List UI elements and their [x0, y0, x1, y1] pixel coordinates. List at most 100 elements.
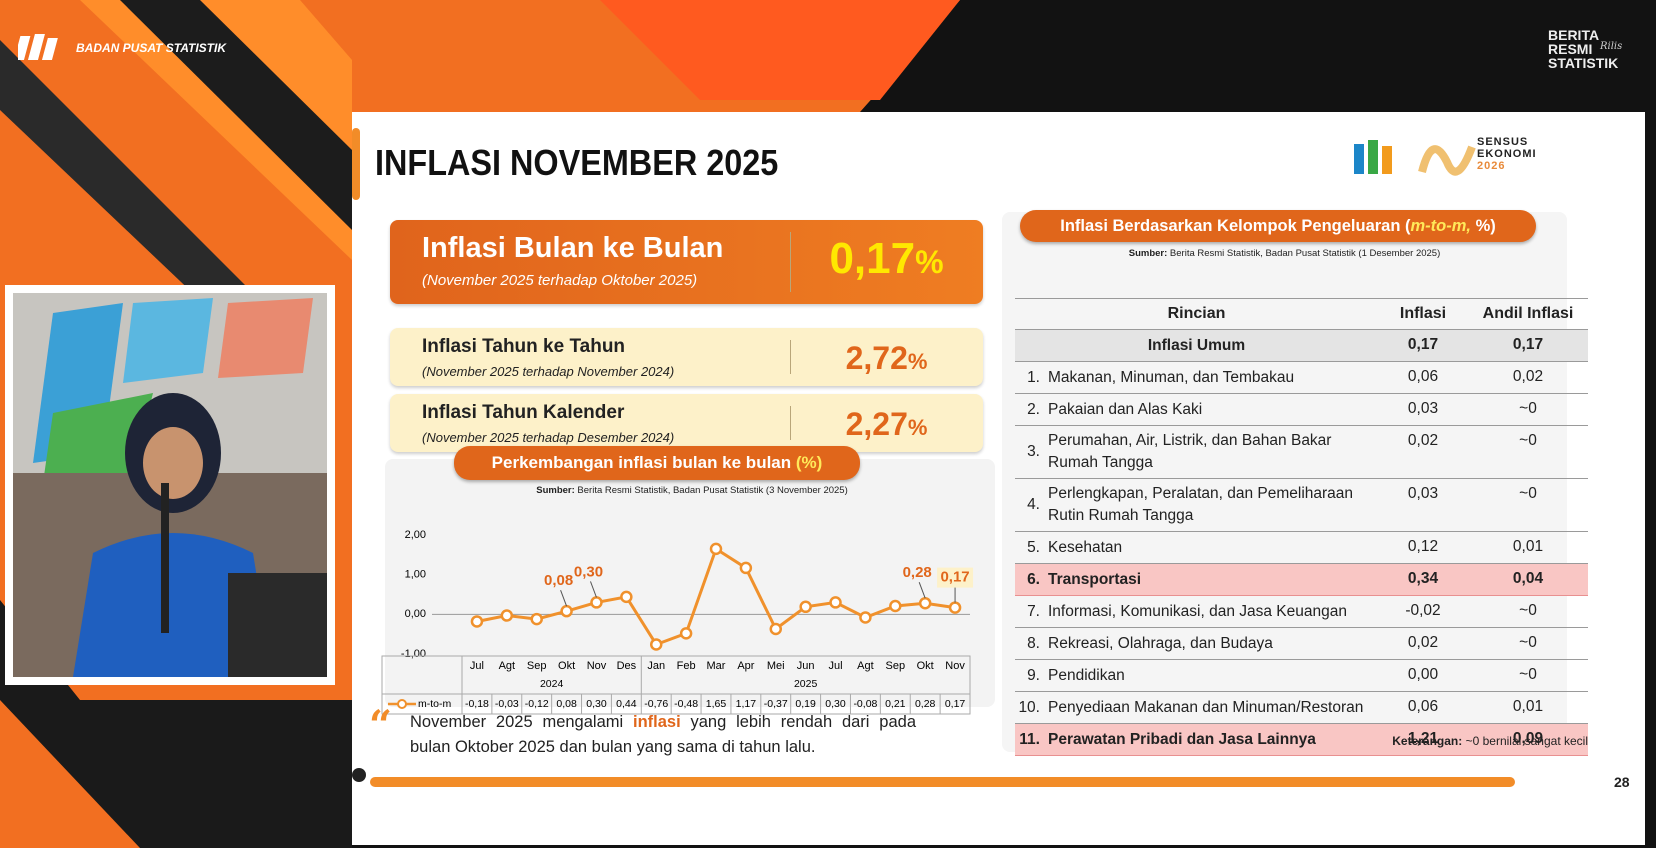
summary-label: Inflasi Bulan ke Bulan	[422, 232, 724, 264]
row-name: Informasi, Komunikasi, dan Jasa Keuangan	[1048, 602, 1347, 620]
chart-source: Sumber: Berita Resmi Statistik, Badan Pu…	[352, 485, 1032, 496]
summary-number: 2,72	[845, 340, 908, 376]
data-table-value: -0,37	[764, 698, 788, 710]
point	[649, 638, 663, 651]
point	[590, 596, 603, 609]
source-text: Berita Resmi Statistik, Badan Pusat Stat…	[1167, 248, 1441, 259]
row-name: Pendidikan	[1048, 666, 1125, 684]
x-tick-label: Sep	[527, 660, 547, 672]
row-number: 11.	[1019, 730, 1040, 748]
row-andil: ~0	[1519, 485, 1537, 502]
row-inflasi: 0,02	[1407, 432, 1439, 449]
row-andil: ~0	[1519, 400, 1537, 417]
label-bg	[937, 567, 974, 588]
row-number: 6.	[1027, 570, 1040, 588]
source-label: Sumber:	[536, 485, 575, 496]
row-inflasi: 0,06	[1407, 698, 1439, 715]
data-label: 0,17	[940, 569, 969, 586]
data-label: 0,28	[903, 564, 932, 581]
sensus-text: SENSUS EKONOMI 2026	[1477, 136, 1537, 172]
row-number: 7.	[1027, 602, 1040, 620]
slide-title: INFLASI NOVEMBER 2025	[375, 142, 779, 183]
x-tick-label: Jul	[470, 660, 484, 672]
summary-value: 0,17%	[790, 234, 983, 284]
data-table-value: 0,17	[945, 698, 966, 710]
table-title: Inflasi Berdasarkan Kelompok Pengeluaran…	[1020, 210, 1536, 242]
x-tick-label: Okt	[917, 660, 934, 672]
row-number: 9.	[1027, 666, 1040, 684]
row-name: Penyediaan Makanan dan Minuman/Restoran	[1048, 698, 1364, 716]
summary-period: (November 2025 terhadap Desember 2024)	[422, 430, 675, 445]
table-title-part: Inflasi Berdasarkan Kelompok Pengeluaran…	[1060, 217, 1411, 235]
row-name: Pakaian dan Alas Kaki	[1048, 400, 1203, 418]
point	[889, 599, 902, 613]
data-table-value: 1,65	[706, 698, 727, 710]
line-chart: 2,00 1,00 0,00 -1,00 Jul -0,18 Agt -0,03 Sep -0,1…	[381, 529, 974, 715]
x-tick-label: Jun	[797, 660, 815, 672]
row-name: Kesehatan	[1048, 538, 1123, 556]
note-label: Keterangan:	[1392, 734, 1463, 748]
row-andil: 0,01	[1512, 698, 1544, 715]
sensus-logo	[1354, 140, 1476, 176]
row-number: 5.	[1027, 538, 1040, 556]
data-table-value: -0,48	[674, 698, 698, 710]
series-line	[476, 546, 956, 647]
row-number: 1.	[1027, 368, 1040, 386]
label-leader	[560, 589, 568, 607]
summary-box: Inflasi Bulan ke Bulan (November 2025 ter…	[390, 220, 983, 304]
point	[799, 600, 812, 614]
table-row: 4. Perlengkapan, Peralatan, dan Pemelihar…	[1015, 479, 1588, 532]
summary-number: 2,27	[845, 406, 908, 442]
chart-title-text: Perkembangan inflasi bulan ke bulan	[491, 453, 796, 472]
data-table-value: -0,08	[853, 698, 877, 710]
row-andil: 0,09	[1512, 730, 1544, 747]
summary-divider	[790, 406, 791, 440]
data-label: 0,30	[574, 563, 603, 580]
row-number: 3.	[1027, 443, 1040, 460]
row-name: Makanan, Minuman, dan Tembakau	[1048, 368, 1295, 386]
webcam-image	[13, 293, 327, 677]
data-table-value: -0,76	[644, 698, 668, 710]
table-row: 10. Penyediaan Makanan dan Minuman/Restor…	[1015, 692, 1588, 724]
row-name: Perlengkapan, Peralatan, dan Pemeliharaa…	[1048, 485, 1354, 524]
point	[679, 627, 693, 640]
x-tick-label: Nov	[587, 660, 607, 672]
row-inflasi: 0,12	[1407, 538, 1439, 555]
row-inflasi: 0,03	[1407, 485, 1439, 502]
year-label: 2024	[540, 678, 564, 690]
data-table-value: 1,17	[736, 698, 757, 710]
row-andil: 0,01	[1512, 538, 1544, 555]
summary-unit: %	[907, 415, 928, 440]
table-row: 1. Makanan, Minuman, dan Tembakau 0,06 0,02	[1015, 362, 1588, 394]
y-tick-label: 0,00	[405, 608, 426, 620]
x-tick-label: Sep	[886, 660, 906, 672]
data-table-value: 0,30	[825, 698, 846, 710]
point	[709, 542, 723, 556]
table-card	[1002, 212, 1567, 752]
summary-box: Inflasi Tahun ke Tahun (November 2025 ter…	[390, 328, 983, 386]
data-table-value: 0,19	[795, 698, 816, 710]
point	[829, 596, 842, 609]
row-andil: ~0	[1519, 634, 1537, 651]
table-row: 9. Pendidikan 0,00 ~0	[1015, 660, 1588, 692]
row-name: Inflasi Umum	[1147, 336, 1246, 354]
quote-text: November 2025 mengalami	[410, 713, 633, 731]
point	[859, 611, 872, 624]
point	[500, 609, 514, 622]
row-andil: 0,04	[1512, 570, 1544, 587]
legend-marker	[397, 699, 407, 709]
row-number: 10.	[1018, 698, 1040, 716]
point	[918, 596, 932, 610]
row-name: Rekreasi, Olahraga, dan Budaya	[1048, 634, 1273, 652]
page-number: 28	[1614, 774, 1630, 790]
x-tick-label: Jul	[828, 660, 842, 672]
row-inflasi: 0,02	[1407, 634, 1439, 651]
table-row: Inflasi Umum 0,17 0,17	[1015, 330, 1588, 362]
org-name: BADAN PUSAT STATISTIK	[76, 41, 226, 55]
summary-unit: %	[915, 244, 944, 280]
table-row: 8. Rekreasi, Olahraga, dan Budaya 0,02 ~0	[1015, 628, 1588, 660]
row-andil: ~0	[1519, 432, 1537, 449]
sensus-line: SENSUS	[1477, 136, 1529, 148]
